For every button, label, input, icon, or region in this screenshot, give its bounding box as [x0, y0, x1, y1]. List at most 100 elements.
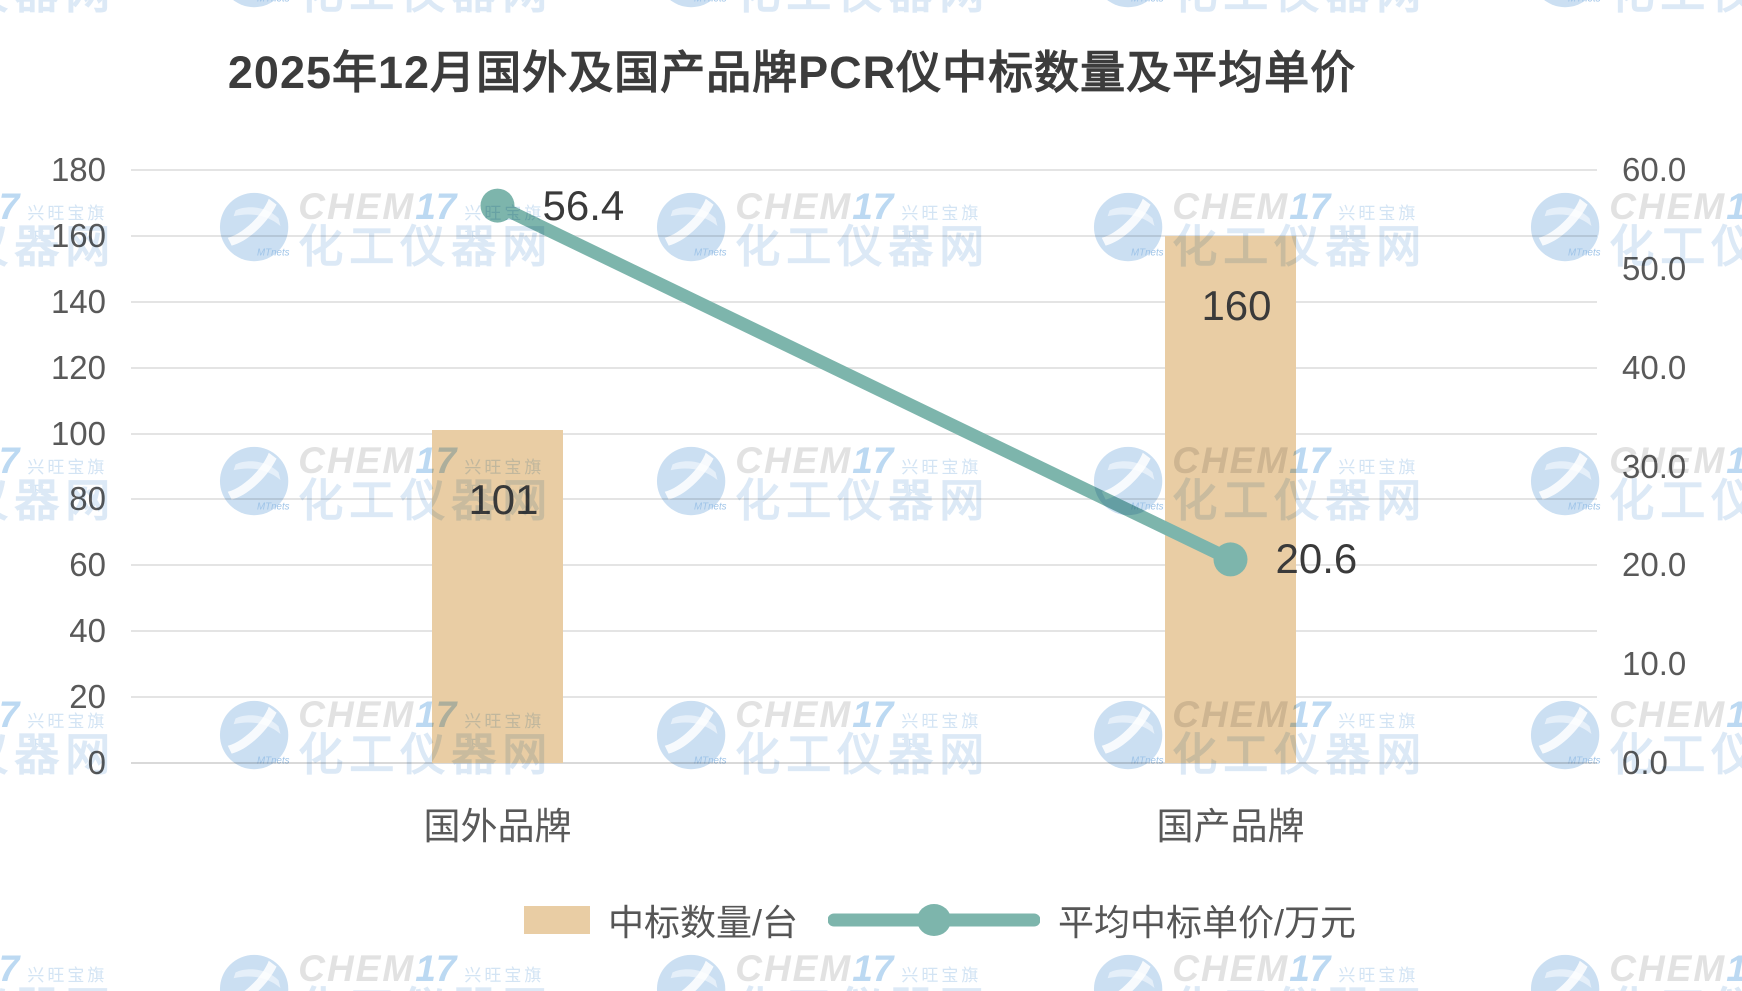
watermark-globe-icon: MTnets	[1544, 0, 1601, 8]
watermark-brand: CHEM	[1609, 948, 1727, 989]
category-label: 国外品牌	[423, 806, 572, 847]
watermark-logo-text: MTnets	[1568, 755, 1601, 766]
bar-value-label: 160	[1201, 281, 1272, 329]
watermark-brand: CHEM	[735, 440, 853, 481]
watermark-globe-icon: MTnets	[1093, 954, 1163, 991]
legend-item-bar-series: 中标数量/台	[523, 894, 798, 946]
gridline	[131, 498, 1597, 501]
watermark-globe-icon: MTnets	[1530, 192, 1601, 262]
watermark-logo-text: MTnets	[1568, 501, 1601, 512]
watermark-globe-icon: MTnets	[219, 954, 289, 991]
gridline	[131, 234, 1597, 237]
watermark-tagline: 兴旺宝旗下	[901, 204, 982, 248]
watermark-site-name: 化工仪器网	[1609, 0, 1742, 16]
watermark-brand: CHEM	[1609, 186, 1727, 227]
bar-series-legend-label: 中标数量/台	[607, 902, 798, 943]
watermark-tagline: 兴旺宝旗下	[901, 966, 982, 985]
watermark-logo-text: MTnets	[257, 501, 290, 512]
gridline	[131, 762, 1597, 764]
watermark-globe-icon: MTnets	[1093, 192, 1164, 262]
watermark-brand: CHEM	[1609, 694, 1727, 735]
watermark-tagline: 兴旺宝旗下	[1338, 966, 1419, 985]
watermark-site-name: 化工仪器网	[1172, 986, 1432, 991]
left-axis-tick: 120	[50, 348, 106, 386]
watermark-tagline: 兴旺宝旗下	[464, 966, 545, 985]
watermark-site-name: 化工仪器网	[735, 221, 991, 272]
legend-item-line-series: 平均中标单价/万元	[828, 894, 1356, 946]
watermark-brand-number: 17	[852, 186, 894, 227]
left-axis-tick: 80	[69, 480, 106, 518]
watermark-brand: CHEM	[298, 440, 416, 481]
watermark-tagline: 兴旺宝旗下	[1338, 712, 1419, 756]
line-series-swatch	[828, 904, 1040, 936]
watermark-globe-icon: MTnets	[233, 0, 290, 8]
watermark-site-name: 化工仪器网	[735, 475, 991, 526]
line-series-legend-label: 平均中标单价/万元	[1058, 902, 1357, 943]
watermark-logo-text: MTnets	[1131, 755, 1164, 766]
gridline	[131, 432, 1597, 435]
watermark-brand-number: 17	[1726, 696, 1742, 733]
right-axis-tick: 10.0	[1622, 645, 1687, 683]
watermark-globe-icon: MTnets	[670, 0, 727, 8]
watermark-tagline: 兴旺宝旗下	[901, 458, 982, 502]
legend: 中标数量/台 平均中标单价/万元	[69, 893, 1742, 947]
right-axis-tick: 0.0	[1622, 744, 1668, 781]
watermark-tagline: 兴旺宝旗下	[1338, 458, 1419, 502]
watermark-site-name: 化工仪器网	[1172, 0, 1432, 16]
watermark-globe-icon: MTnets	[1530, 446, 1601, 516]
watermark-globe-icon: MTnets	[656, 446, 727, 516]
watermark-brand-number: 17	[852, 694, 894, 735]
watermark-site-name: 化工仪器网	[0, 986, 121, 991]
watermark-globe-icon: MTnets	[219, 446, 290, 516]
watermark-brand: CHEM	[735, 694, 853, 735]
watermark-logo-text: MTnets	[694, 0, 727, 4]
right-axis-tick: 20.0	[1622, 546, 1687, 584]
watermark-brand: CHEM	[1172, 186, 1290, 227]
watermark-site-name: 化工仪器网	[0, 0, 121, 16]
gridline	[131, 696, 1597, 699]
left-axis-tick: 20	[69, 678, 106, 716]
left-axis-tick: 100	[50, 414, 106, 452]
bar-series-swatch	[523, 906, 590, 934]
watermark-brand-number: 17	[415, 948, 457, 989]
gridline	[131, 564, 1597, 567]
watermark-brand-number: 17	[852, 440, 894, 481]
watermark-logo-text: MTnets	[257, 0, 290, 4]
watermark-globe-icon: MTnets	[656, 192, 727, 262]
watermark-brand: CHEM	[735, 948, 853, 989]
line-point-label: 56.4	[542, 181, 625, 229]
left-axis-tick: 140	[50, 282, 106, 320]
watermark-globe-icon: MTnets	[1093, 446, 1164, 516]
gridline	[131, 169, 1597, 171]
watermark-logo-text: MTnets	[1568, 247, 1601, 258]
left-axis-tick: 180	[50, 151, 106, 188]
right-axis-tick: 60.0	[1622, 151, 1687, 188]
watermark-brand: CHEM	[298, 948, 416, 989]
watermark-globe-icon: MTnets	[1530, 954, 1600, 991]
watermark-brand: CHEM	[735, 186, 853, 227]
watermark-logo-text: MTnets	[257, 755, 290, 766]
watermark-globe-icon: MTnets	[219, 192, 290, 262]
watermark-brand-number: 17	[1726, 950, 1742, 987]
category-label: 国产品牌	[1156, 806, 1305, 847]
watermark-brand-number: 17	[415, 186, 457, 227]
watermark-globe-icon: MTnets	[1107, 0, 1164, 8]
watermark-site-name: 化工仪器网	[735, 0, 995, 16]
right-axis-tick: 30.0	[1622, 447, 1687, 485]
watermark-logo-text: MTnets	[1131, 0, 1164, 4]
left-axis-tick: 0	[87, 744, 106, 781]
